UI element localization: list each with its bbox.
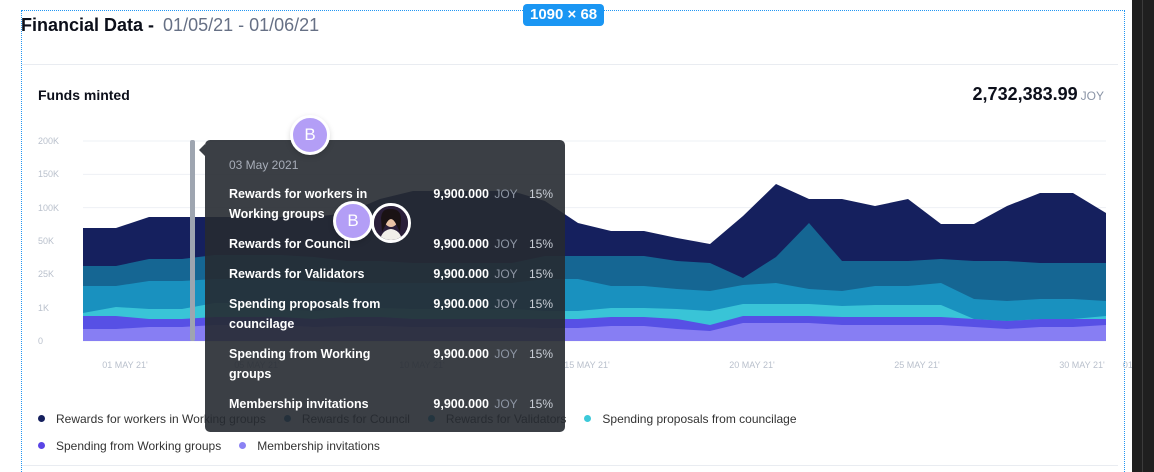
legend-dot-icon — [38, 442, 45, 449]
x-tick-label: 30 MAY 21' — [1059, 360, 1105, 370]
legend-label: Spending from Working groups — [56, 438, 222, 453]
tooltip-row: Rewards for workers in Working groups 9,9… — [229, 184, 559, 224]
tooltip-row-value: 9,900.000 — [433, 267, 489, 281]
total-amount: 2,732,383.99 JOY — [973, 84, 1104, 105]
tooltip-row: Rewards for Validators 9,900.000 JOY 15% — [229, 264, 559, 284]
page-title: Financial Data - 01/05/21 - 01/06/21 — [21, 15, 319, 36]
tooltip-row-label: Rewards for Validators — [229, 267, 365, 281]
hover-cursor[interactable] — [190, 140, 195, 341]
legend-label: Membership invitations — [257, 438, 380, 453]
x-tick-label: 15 MAY 21' — [564, 360, 610, 370]
chart-tooltip: 03 May 2021 Rewards for workers in Worki… — [205, 140, 565, 432]
tooltip-row-label: Spending proposals from councilage — [229, 297, 381, 331]
y-tick-label: 1K — [38, 302, 50, 313]
tooltip-row: Spending proposals from councilage 9,900.… — [229, 294, 559, 334]
chart-title: Funds minted — [38, 87, 130, 103]
date-range[interactable]: 01/05/21 - 01/06/21 — [163, 15, 320, 35]
tooltip-row-value: 9,900.000 — [433, 237, 489, 251]
tooltip-date: 03 May 2021 — [229, 158, 299, 172]
y-tick-label: 200K — [38, 136, 60, 146]
legend-item[interactable]: Membership invitations — [239, 439, 380, 453]
legend-dot-icon — [584, 415, 592, 422]
header-divider — [22, 64, 1118, 65]
x-tick-label: 01 MAY 21' — [102, 360, 148, 370]
y-tick-label: 0 — [38, 336, 44, 346]
tooltip-row-percent: 15% — [528, 187, 553, 201]
y-tick-label: 100K — [38, 202, 60, 213]
avatar-initial: B — [347, 211, 359, 230]
legend-dot-icon — [38, 415, 45, 422]
tooltip-row-value: 9,900.000 — [433, 397, 489, 411]
tooltip-row-value: 9,900.000 — [433, 297, 489, 311]
legend-row: Rewards for workers in Working groupsRew… — [38, 405, 1098, 432]
avatar-initial: B — [304, 125, 316, 144]
footer-divider — [22, 465, 1118, 466]
tooltip-row-unit: JOY — [494, 297, 518, 311]
right-rail — [1132, 0, 1154, 472]
y-tick-label: 25K — [38, 269, 55, 280]
tooltip-row-percent: 15% — [528, 267, 553, 281]
chart-legend: Rewards for workers in Working groupsRew… — [38, 405, 1098, 459]
y-tick-label: 50K — [38, 236, 55, 246]
x-tick-label: 20 MAY 21' — [729, 360, 775, 370]
person-icon — [374, 206, 408, 240]
tooltip-row-percent: 15% — [528, 397, 553, 411]
tooltip-row-value: 9,900.000 — [433, 187, 489, 201]
total-value: 2,732,383.99 — [972, 84, 1078, 104]
tooltip-row-label: Rewards for Council — [229, 237, 351, 251]
tooltip-row-percent: 15% — [528, 347, 553, 361]
selection-frame — [21, 10, 1125, 472]
collaborator-avatar[interactable]: B — [290, 115, 330, 155]
legend-dot-icon — [239, 442, 247, 449]
tooltip-row-unit: JOY — [494, 237, 518, 251]
legend-item[interactable]: Spending proposals from councilage — [584, 411, 797, 426]
total-unit: JOY — [1080, 89, 1104, 103]
page-title-label: Financial Data - — [21, 15, 155, 35]
user-avatar-photo[interactable] — [371, 203, 411, 243]
tooltip-row-label: Membership invitations — [229, 397, 369, 411]
tooltip-row: Membership invitations 9,900.000 JOY 15% — [229, 394, 559, 414]
tooltip-row-percent: 15% — [528, 297, 553, 311]
tooltip-row-unit: JOY — [494, 187, 518, 201]
x-tick-label: 25 MAY 21' — [894, 360, 940, 370]
tooltip-row-unit: JOY — [494, 347, 518, 361]
tooltip-row-label: Spending from Working groups — [229, 347, 371, 381]
y-tick-label: 150K — [38, 169, 60, 180]
tooltip-row-label: Rewards for workers in Working groups — [229, 187, 368, 221]
tooltip-row: Spending from Working groups 9,900.000 JOY… — [229, 344, 559, 384]
collaborator-avatar[interactable]: B — [333, 201, 373, 241]
tooltip-row: Rewards for Council 9,900.000 JOY 15% — [229, 234, 559, 254]
legend-item[interactable]: Spending from Working groups — [38, 439, 221, 453]
tooltip-row-percent: 15% — [528, 237, 553, 251]
tooltip-row-unit: JOY — [494, 267, 518, 281]
tooltip-arrow — [199, 144, 205, 156]
legend-label: Spending proposals from councilage — [602, 411, 797, 426]
legend-row: Spending from Working groups Membership i… — [38, 432, 1098, 459]
tooltip-row-unit: JOY — [494, 397, 518, 411]
size-badge: 1090 × 68 — [523, 4, 605, 26]
tooltip-row-value: 9,900.000 — [433, 347, 489, 361]
